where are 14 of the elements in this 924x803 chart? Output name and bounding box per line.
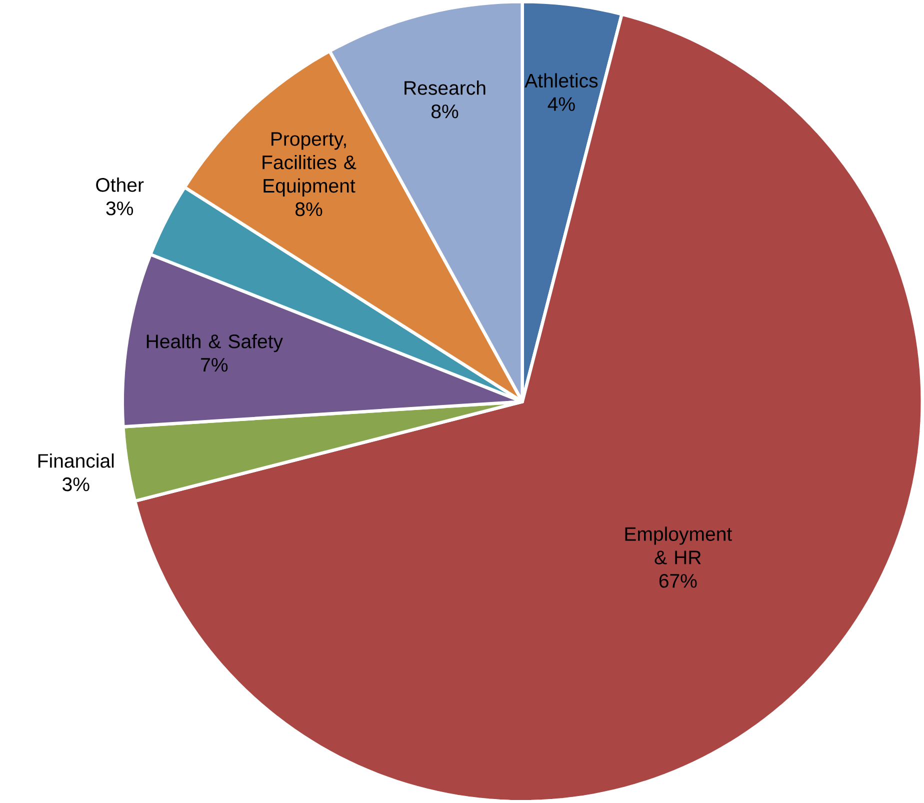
data-label: 8%	[432, 104, 458, 118]
data-label: 8%	[296, 202, 322, 216]
data-label: 3%	[62, 477, 90, 492]
data-label: 67%	[659, 574, 697, 588]
slice-label: Employment & HR	[625, 526, 732, 564]
slice-label: Other	[96, 177, 144, 192]
slice-label: Financial	[38, 453, 114, 468]
data-label: 3%	[106, 201, 133, 216]
data-label: 7%	[201, 358, 228, 372]
slice-label: Athletics	[524, 73, 598, 88]
slice-label: Research	[404, 80, 486, 95]
slice-label: Health & Safety	[146, 334, 283, 352]
data-label: 4%	[548, 97, 575, 111]
slice-label: Property, Facilities & Equipment	[262, 132, 356, 196]
